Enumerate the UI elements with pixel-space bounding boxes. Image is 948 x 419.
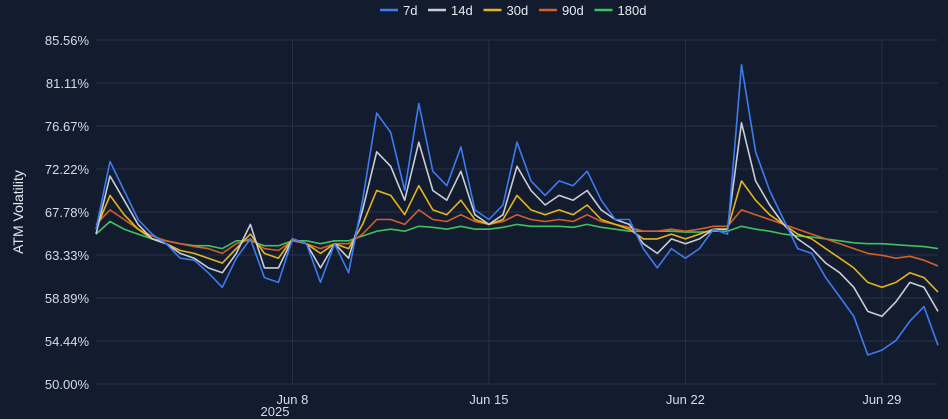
y-tick-label: 76.67% [45,119,90,134]
x-tick-label: Jun 29 [862,392,901,407]
series-line-30d [95,180,939,293]
legend-label: 180d [618,3,647,18]
y-tick-label: 50.00% [45,377,90,392]
y-tick-label: 67.78% [45,205,90,220]
grid-lines [96,39,938,385]
x-axis: Jun 8 Jun 15 Jun 22 Jun 29 [277,392,902,407]
legend-item-180d[interactable]: 180d [594,3,647,18]
x-axis-year-label: 2025 [261,404,290,419]
legend-label: 7d [403,3,417,18]
y-tick-label: 85.56% [45,33,90,48]
y-axis-title: ATM Volatility [10,170,26,254]
legend-label: 14d [451,3,473,18]
legend[interactable]: 7d 14d 30d 90d 180d [380,3,646,18]
x-tick-label: Jun 22 [666,392,705,407]
legend-item-14d[interactable]: 14d [428,3,473,18]
legend-item-90d[interactable]: 90d [539,3,584,18]
legend-label: 30d [507,3,529,18]
series-line-7d [95,64,939,356]
series-line-90d [95,209,939,267]
legend-label: 90d [562,3,584,18]
y-tick-label: 54.44% [45,334,90,349]
y-tick-label: 63.33% [45,248,90,263]
series-line-180d [95,220,939,250]
series-lines [95,64,939,356]
series-line-14d [95,122,939,318]
y-axis: 85.56% 81.11% 76.67% 72.22% 67.78% 63.33% 58.8… [45,33,90,392]
y-tick-label: 58.89% [45,291,90,306]
legend-item-30d[interactable]: 30d [483,3,529,18]
x-tick-label: Jun 8 [277,392,309,407]
y-tick-label: 81.11% [46,76,90,91]
y-tick-label: 72.22% [45,162,90,177]
legend-item-7d[interactable]: 7d [380,3,417,18]
x-tick-label: Jun 15 [469,392,508,407]
